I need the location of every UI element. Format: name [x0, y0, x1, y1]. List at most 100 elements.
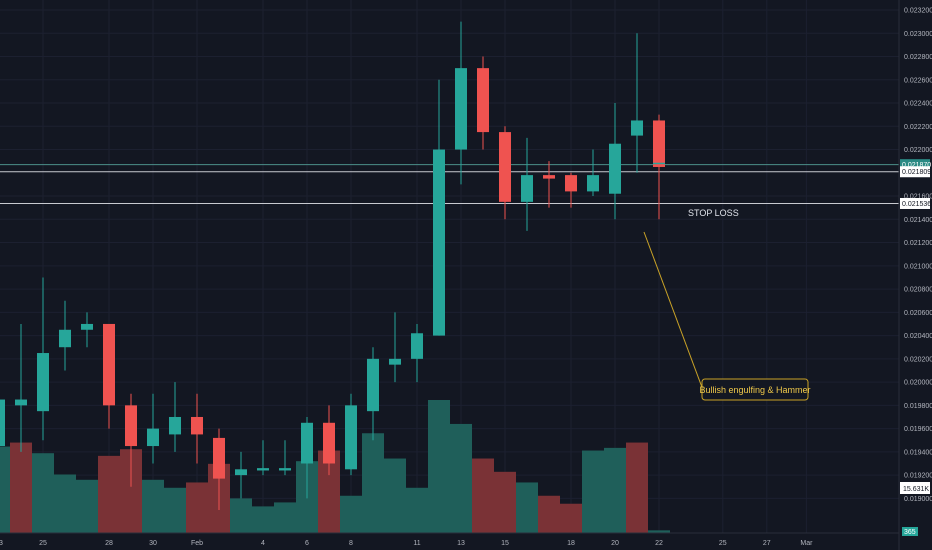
volume-bar — [450, 423, 472, 533]
volume-bar — [516, 482, 538, 533]
candle-body — [235, 469, 247, 476]
price-tick-label: 0.020000 — [904, 380, 932, 387]
price-tag-label: 0.021809 — [902, 169, 931, 176]
volume-bar — [494, 471, 516, 533]
price-tick-label: 0.021000 — [904, 263, 932, 270]
volume-bar — [0, 446, 10, 533]
volume-bar — [186, 482, 208, 533]
time-tick-label: 22 — [655, 540, 663, 547]
price-tag-label: 0.021536 — [902, 201, 931, 208]
time-tick-label: 13 — [457, 540, 465, 547]
price-tag-label: 0.021870 — [902, 162, 931, 169]
time-axis[interactable]: 23 25 28 30 Feb 4 6 8 11 13 15 18 20 22 25 27 Mar — [0, 532, 899, 547]
price-tick-label: 0.021600 — [904, 194, 932, 201]
time-tick-label: 30 — [149, 540, 157, 547]
price-tick-label: 0.021400 — [904, 217, 932, 224]
time-tick-label: 20 — [611, 540, 619, 547]
volume-bar — [538, 495, 560, 533]
volume-bar — [274, 502, 296, 533]
price-tag-bg — [900, 166, 930, 178]
price-tick-label: 0.020800 — [904, 287, 932, 294]
callout-box — [701, 378, 809, 401]
candle-body — [37, 353, 49, 412]
candle-body — [477, 68, 489, 133]
time-tick-label: Mar — [800, 540, 813, 547]
price-tick-label: 0.022400 — [904, 101, 932, 108]
candle-body — [543, 175, 555, 179]
candle-body — [59, 329, 71, 348]
price-tick-label: 0.022800 — [904, 54, 932, 61]
volume-bar — [142, 479, 164, 533]
volume-bar — [560, 503, 582, 533]
candle-body — [257, 468, 269, 471]
candle-body — [345, 405, 357, 470]
volume-bar — [32, 453, 54, 533]
volume-bar — [120, 449, 142, 533]
price-tick-label: 0.020400 — [904, 333, 932, 340]
pattern-callout[interactable]: Bullish engulfing & Hammer — [643, 231, 811, 401]
candle-body — [587, 175, 599, 192]
volume-bar — [76, 479, 98, 533]
volume-bar — [406, 487, 428, 533]
candle-body — [499, 132, 511, 202]
candle-body — [15, 399, 27, 406]
candle-body — [103, 323, 115, 406]
candle-body — [455, 68, 467, 150]
candle-body — [191, 416, 203, 435]
volume-bar — [604, 447, 626, 533]
corner-tag: 365 — [902, 527, 918, 536]
candle-body — [433, 149, 445, 336]
callout-pointer — [643, 231, 704, 391]
price-axis[interactable]: 0.019000 0.019200 0.019400 0.019600 0.019800… — [898, 0, 932, 550]
time-tick-label: 4 — [261, 540, 265, 547]
time-tick-label: 15 — [501, 540, 509, 547]
volume-bar — [10, 442, 32, 533]
time-tick-label: 11 — [413, 540, 420, 547]
corner-tag-bg — [902, 527, 918, 536]
candle-body — [367, 358, 379, 412]
time-tick-label: 8 — [349, 540, 353, 547]
time-tick-label: Feb — [191, 540, 203, 547]
price-tick-label: 0.019400 — [904, 449, 932, 456]
candle-body — [0, 399, 5, 447]
candle-body — [169, 416, 181, 435]
grid-lines — [0, 0, 899, 533]
volume-bar — [230, 498, 252, 533]
corner-tag-text: 365 — [904, 529, 916, 536]
candle-body — [609, 143, 621, 194]
price-tick-label: 0.019800 — [904, 403, 932, 410]
time-tick-label: 18 — [567, 540, 575, 547]
candle-body — [323, 422, 335, 464]
candle-body — [631, 120, 643, 136]
candle-body — [389, 358, 401, 365]
price-tick-label: 0.021200 — [904, 240, 932, 247]
volume-tag-bg — [900, 482, 930, 494]
price-tick-label: 0.019600 — [904, 426, 932, 433]
price-tick-label: 0.022200 — [904, 124, 932, 131]
volume-bar — [54, 474, 76, 533]
volume-bar — [472, 458, 494, 533]
price-tick-label: 0.023200 — [904, 8, 932, 15]
price-tick-label: 0.020200 — [904, 356, 932, 363]
price-tick-label: 0.022600 — [904, 77, 932, 84]
volume-bar — [340, 495, 362, 533]
candle-body — [147, 428, 159, 447]
time-tick-label: 23 — [0, 540, 3, 547]
price-tick-label: 0.022000 — [904, 147, 932, 154]
time-tick-label: 25 — [39, 540, 47, 547]
volume-bar — [626, 442, 648, 533]
candle-body — [565, 175, 577, 192]
time-tick-label: 28 — [105, 540, 113, 547]
candle-body — [301, 422, 313, 464]
volume-tag-text: 15.631K — [903, 486, 929, 493]
price-tag-bg — [900, 159, 930, 171]
volume-bar — [362, 433, 384, 533]
time-tick-label: 6 — [305, 540, 309, 547]
time-tick-label: 27 — [763, 540, 771, 547]
horizontal-lines — [0, 164, 899, 204]
volume-bar — [164, 487, 186, 533]
candle-body — [521, 175, 533, 202]
volume-bar — [98, 455, 120, 533]
volume-bar — [252, 506, 274, 533]
